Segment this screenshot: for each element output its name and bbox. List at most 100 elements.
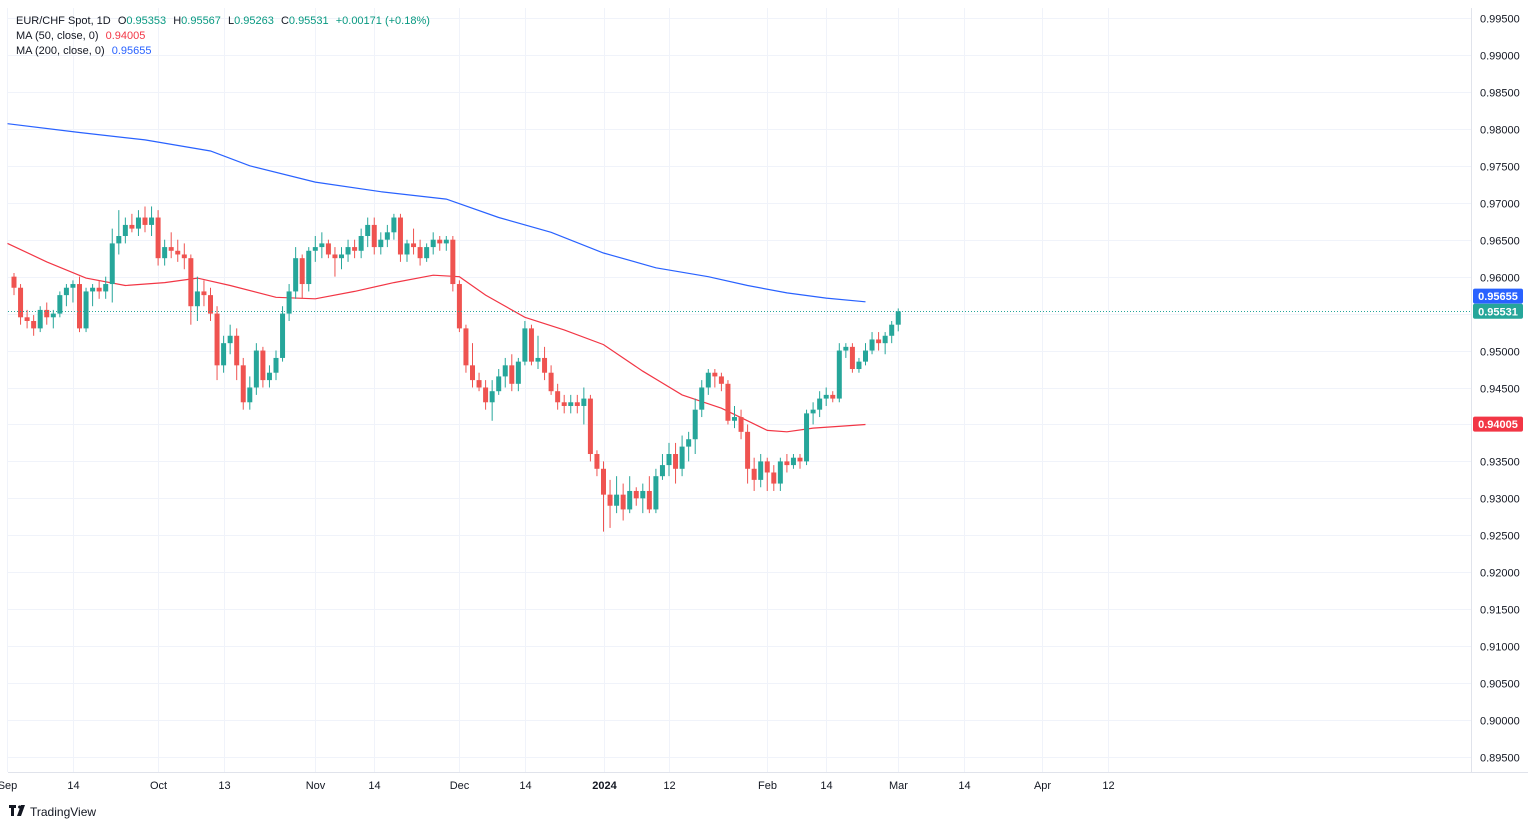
candle-body — [869, 339, 875, 351]
candle-body — [889, 324, 895, 336]
candle-up — [889, 320, 895, 344]
candle-body — [70, 284, 76, 288]
candle-body — [666, 454, 672, 466]
candle-body — [574, 402, 580, 406]
price-tick-label: 0.99000 — [1480, 51, 1520, 63]
chart-grid — [7, 8, 1471, 772]
candle-up — [149, 206, 155, 237]
candle-up — [823, 387, 829, 406]
candle-up — [280, 306, 286, 362]
ma200-price-badge: 0.95655 — [1473, 288, 1523, 304]
price-axis[interactable]: 0.99500 0.99000 0.98500 0.98000 0.97500 0.970… — [1480, 14, 1520, 765]
candle-up — [895, 308, 901, 332]
ma200-row[interactable]: MA (200, close, 0) 0.95655 — [16, 44, 430, 59]
price-tick-label: 0.90000 — [1480, 716, 1520, 728]
candle-body — [771, 472, 777, 484]
candle-body — [175, 250, 181, 255]
time-tick-label: 14 — [67, 780, 79, 792]
candle-up — [699, 380, 705, 418]
candle-body — [312, 247, 318, 251]
candle-body — [843, 346, 849, 351]
low-value: 0.95263 — [234, 15, 274, 27]
candle-up — [686, 431, 692, 462]
candle-up — [502, 357, 508, 388]
candle-body — [646, 490, 652, 510]
candle-up — [869, 332, 875, 355]
time-tick-label: Sep — [0, 780, 17, 792]
time-tick-label: 14 — [958, 780, 970, 792]
candle-up — [273, 350, 279, 381]
candle-body — [280, 313, 286, 358]
candle-down — [784, 454, 790, 473]
candle-down — [751, 457, 757, 491]
candle-down — [718, 372, 724, 392]
candle-up — [659, 454, 665, 480]
time-tick-label: 14 — [820, 780, 832, 792]
candle-up — [404, 239, 410, 262]
candle-down — [188, 254, 194, 325]
time-axis[interactable]: Sep 14 Oct 13 Nov 14 Dec 14 2024 12 Feb 14 Mar 14 Apr 1… — [0, 780, 1115, 792]
candle-body — [836, 350, 842, 399]
candle-body — [96, 287, 102, 292]
candle-body — [90, 287, 96, 292]
candle-body — [11, 276, 17, 288]
price-tick-label: 0.90500 — [1480, 679, 1520, 691]
time-tick-label: 13 — [218, 780, 230, 792]
candle-down — [411, 228, 417, 255]
candle-down — [201, 280, 207, 307]
candle-down — [299, 254, 305, 299]
price-tick-label: 0.98500 — [1480, 88, 1520, 100]
candle-up — [614, 476, 620, 514]
candle-body — [129, 224, 135, 229]
ma50-row[interactable]: MA (50, close, 0) 0.94005 — [16, 29, 430, 44]
candle-down — [620, 483, 626, 521]
candle-body — [777, 461, 783, 484]
candle-body — [561, 402, 567, 406]
candle-body — [437, 239, 443, 244]
close-value: 0.95531 — [288, 15, 329, 27]
candle-body — [627, 490, 633, 510]
candle-body — [103, 284, 109, 292]
candle-body — [725, 383, 731, 421]
candle-down — [18, 284, 24, 325]
candle-up — [777, 457, 783, 491]
candle-down — [764, 457, 770, 491]
candle-up — [692, 398, 698, 455]
tradingview-watermark[interactable]: TradingView — [9, 805, 96, 819]
candle-body — [142, 217, 148, 225]
candle-up — [882, 332, 888, 355]
tradingview-text: TradingView — [30, 805, 97, 819]
candle-up — [568, 394, 574, 414]
candle-body — [470, 365, 475, 381]
candle-body — [876, 339, 882, 344]
time-tick-label: Feb — [758, 780, 777, 792]
candle-body — [751, 468, 757, 480]
candle-body — [535, 357, 541, 362]
candle-up — [535, 335, 541, 370]
candle-down — [470, 343, 475, 388]
candle-body — [378, 239, 384, 248]
candle-body — [758, 461, 764, 480]
candle-up — [443, 236, 449, 251]
candle-down — [548, 365, 554, 395]
high-value: 0.95567 — [181, 15, 221, 27]
price-tick-label: 0.98000 — [1480, 125, 1520, 137]
candle-up — [266, 365, 272, 388]
candle-body — [849, 346, 855, 370]
ma200-line — [7, 123, 866, 303]
candle-body — [299, 258, 305, 285]
symbol-title[interactable]: EUR/CHF Spot, 1D — [16, 15, 111, 27]
candle-up — [640, 483, 646, 514]
ma200-label: MA (200, close, 0) — [16, 45, 105, 57]
candle-down — [208, 287, 213, 321]
candle-body — [633, 490, 639, 499]
candle-up — [286, 284, 292, 321]
candle-body — [417, 247, 423, 259]
price-tick-label: 0.92500 — [1480, 531, 1520, 543]
candle-down — [371, 217, 377, 255]
ma50-value: 0.94005 — [105, 30, 146, 42]
candle-body — [306, 250, 312, 285]
candle-down — [325, 239, 331, 259]
candle-body — [522, 328, 528, 362]
